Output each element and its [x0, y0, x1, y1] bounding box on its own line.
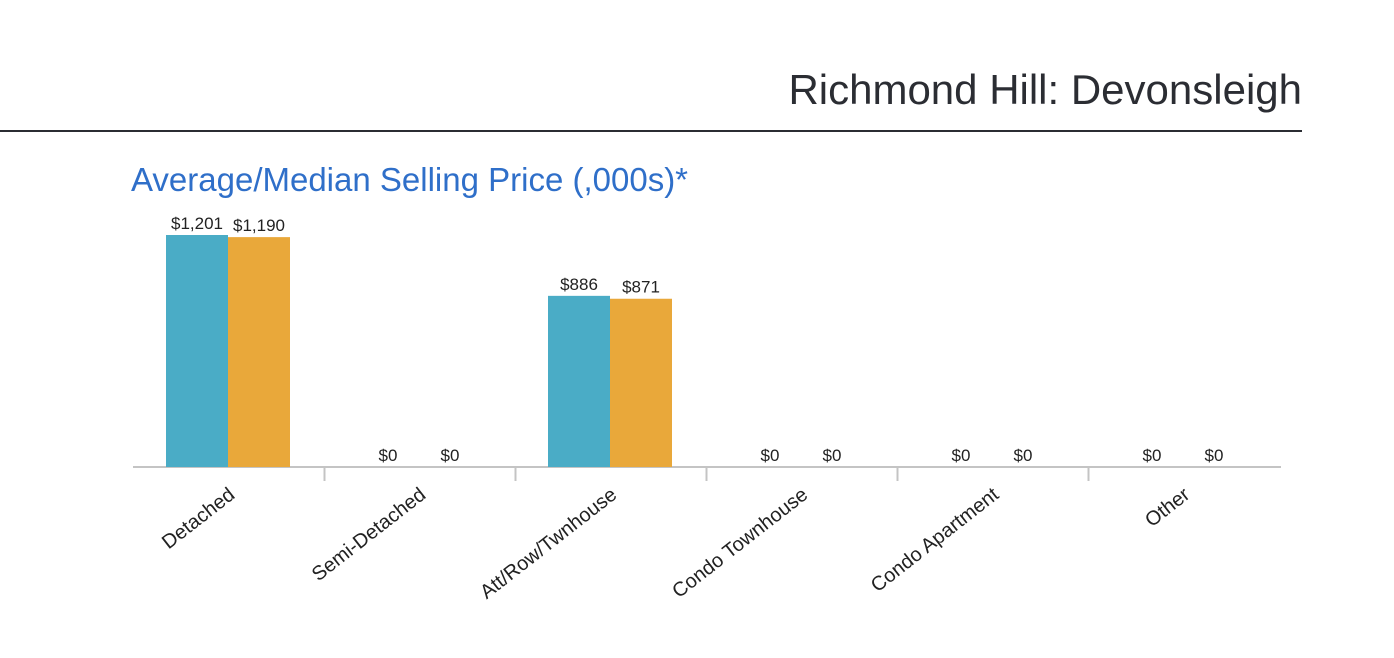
data-label: $0 [1205, 446, 1224, 465]
data-label: $0 [952, 446, 971, 465]
x-tick-label: Semi-Detached [308, 484, 430, 586]
data-label: $1,201 [171, 214, 223, 233]
x-tick-label: Att/Row/Twnhouse [476, 484, 621, 604]
page-title: Richmond Hill: Devonsleigh [788, 66, 1302, 113]
x-tick-label: Other [1141, 483, 1194, 531]
x-tick-label: Condo Apartment [867, 483, 1004, 596]
bar [548, 295, 610, 467]
bar [610, 298, 672, 467]
data-label: $886 [560, 275, 598, 294]
x-tick-label: Condo Townhouse [668, 484, 812, 603]
data-label: $0 [379, 446, 398, 465]
data-label: $0 [823, 446, 842, 465]
chart-title: Average/Median Selling Price (,000s)* [131, 161, 689, 198]
bar [166, 235, 228, 467]
data-label: $0 [761, 446, 780, 465]
data-label: $871 [622, 278, 660, 297]
data-label: $0 [1014, 446, 1033, 465]
title-divider [0, 130, 1302, 132]
data-label: $0 [441, 446, 460, 465]
data-label: $1,190 [233, 216, 285, 235]
data-label: $0 [1143, 446, 1162, 465]
x-tick-label: Detached [158, 484, 239, 554]
bar [228, 237, 290, 467]
